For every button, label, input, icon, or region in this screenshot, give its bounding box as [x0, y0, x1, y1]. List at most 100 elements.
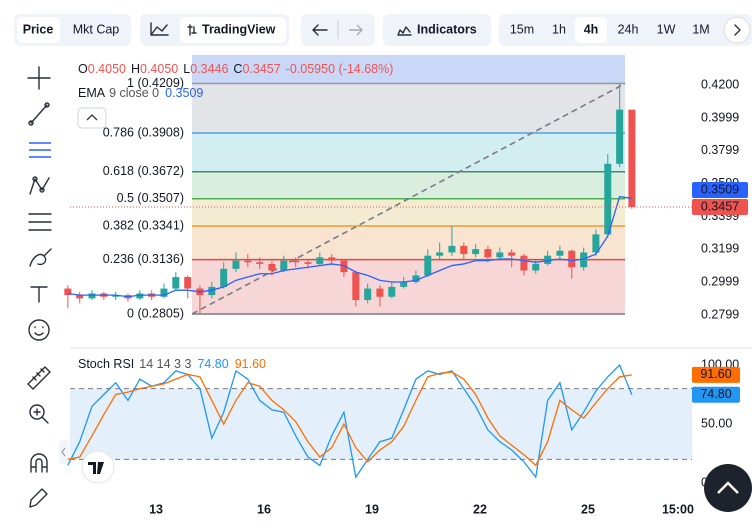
interval-btn[interactable]: 24h [618, 22, 639, 36]
y-tick-label: 0.2799 [701, 307, 739, 321]
emoji-tool[interactable] [28, 319, 50, 341]
zoom-tool[interactable] [29, 404, 45, 420]
interval-btn[interactable]: 1M [692, 22, 709, 36]
fib-zone [192, 198, 626, 227]
candle-body [268, 263, 276, 271]
candle-body [64, 288, 72, 296]
forward-arrow[interactable] [349, 24, 363, 36]
tab-active [17, 17, 60, 43]
y-tick-label: 0.3999 [701, 110, 739, 124]
candle-icon [187, 24, 197, 36]
stoch-legend: Stoch RSI 14 14 3 3 74.80 91.60 [78, 357, 266, 371]
smile [34, 326, 44, 336]
x-tick-label: 25 [581, 502, 595, 516]
ema-tag [692, 181, 748, 198]
candle-body [76, 295, 84, 299]
top-toolbar: Price Mkt Cap TradingView Indicators 15m… [14, 14, 752, 46]
candle-body [184, 277, 192, 289]
ruler-tool[interactable] [27, 366, 51, 390]
candle-body [400, 281, 408, 287]
ohlc-key: O [78, 62, 88, 76]
x-tick-label: 13 [149, 502, 163, 516]
interval-btn[interactable]: 15m [510, 22, 534, 36]
candle-body [172, 277, 180, 289]
ema-line [67, 195, 632, 298]
candle-body [436, 252, 444, 256]
tab-price[interactable]: Price [23, 22, 54, 36]
crosshair-tool[interactable] [27, 66, 51, 90]
candle-body [472, 249, 480, 255]
candle-body [424, 255, 432, 276]
fib-zone [192, 83, 626, 133]
fib-zone [192, 171, 626, 199]
candle-body [568, 250, 576, 268]
collapse-handle[interactable] [59, 440, 69, 464]
ohlc-legend: O0.4050 H0.4050 L0.3446 C0.3457 -0.05950 (-1… [78, 62, 393, 76]
fib-tool-active[interactable] [29, 142, 51, 158]
x-tick-label: 16 [257, 502, 271, 516]
magnet-tool[interactable] [30, 453, 48, 473]
candle-body [628, 109, 636, 207]
ohlc-change: -0.05950 (-14.68%) [286, 62, 394, 76]
x-tick-label: 19 [365, 502, 379, 516]
stoch-title: Stoch RSI [78, 357, 134, 371]
interval-btn[interactable]: 1h [552, 22, 566, 36]
candle-body [304, 262, 312, 264]
candle-body [592, 234, 600, 253]
ema-legend: EMA 9 close 0 0.3509 [78, 86, 203, 100]
stoch-tag [692, 366, 740, 383]
candle-body [220, 268, 228, 287]
tab-mkt-cap[interactable]: Mkt Cap [73, 22, 120, 36]
scroll-top-icon [717, 481, 739, 494]
ohlc-key: H [131, 62, 140, 76]
intervals: 15m 1h 4h 24h 1W 1M [510, 17, 710, 43]
scroll-btn[interactable] [723, 16, 751, 44]
chevron-right [734, 24, 741, 36]
zoom-plus [33, 408, 49, 424]
candle-body [352, 272, 360, 301]
tradingview-btn[interactable] [180, 17, 286, 43]
ohlc-key: C [233, 62, 242, 76]
x-tick-label: 15:00 [662, 502, 694, 516]
candle-body [556, 250, 564, 256]
line-chart-icon[interactable] [150, 22, 169, 36]
candle-body [616, 109, 624, 164]
candle-body [232, 260, 240, 269]
text-tool[interactable] [30, 286, 48, 303]
interval-btn[interactable]: 1W [657, 22, 676, 36]
price-tag [692, 198, 748, 215]
candle-body [412, 275, 420, 282]
candle-body [448, 245, 456, 253]
back-arrow[interactable] [312, 24, 328, 36]
collapse-legend-btn[interactable] [77, 107, 107, 129]
pattern-tool[interactable] [29, 177, 50, 195]
candle-body [280, 260, 288, 271]
ema-params: 9 close 0 [109, 86, 159, 100]
trendline-tool[interactable] [30, 104, 48, 124]
lock-draw-tool[interactable] [29, 488, 48, 508]
candle-body [508, 252, 516, 256]
handle [32, 176, 38, 182]
fib-label: 0.236 (0.3136) [103, 252, 184, 266]
candle-body [364, 288, 372, 301]
candle-body [484, 249, 492, 258]
stoch-line [67, 371, 632, 467]
interval-btn[interactable]: 4h [584, 22, 599, 36]
y-tick-label: 0.3199 [701, 242, 739, 256]
scroll-top-btn[interactable] [704, 464, 752, 512]
ohlc-key: L [183, 62, 190, 76]
fib-zone [192, 259, 626, 314]
brush-tool[interactable] [29, 248, 52, 267]
handle [44, 102, 50, 108]
fib-label: 0.786 (0.3908) [103, 125, 184, 139]
prediction-tool[interactable] [28, 213, 52, 231]
fib-trend [191, 82, 626, 315]
indicators-label[interactable]: Indicators [417, 22, 477, 36]
candle-body [256, 262, 264, 264]
candle-body [136, 293, 144, 299]
tradingview-label[interactable]: TradingView [202, 22, 276, 36]
x-tick-label: 22 [473, 502, 487, 516]
candle-body [580, 252, 588, 268]
indicators-btn[interactable] [383, 14, 491, 46]
